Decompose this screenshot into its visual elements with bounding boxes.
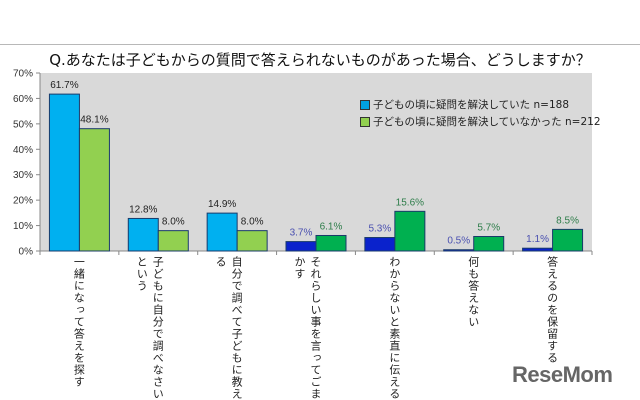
legend-label: 子どもの頃に疑問を解決していなかった n=212 [373,116,601,128]
bar-resolved [443,249,475,252]
bar-resolved [48,93,80,252]
category-label: 何も答えない [466,256,480,328]
data-label: 8.0% [162,217,185,228]
bar-unresolved [473,236,505,252]
data-label: 5.3% [368,224,391,235]
category-label: 一緒になって答えを探す [72,256,86,388]
data-label: 1.1% [526,234,549,245]
y-tick-label: 50% [13,119,33,130]
legend-swatch [360,99,370,110]
resemom-logo: ReseMom [512,362,613,387]
bar-unresolved [78,128,110,252]
data-label: 14.9% [208,199,236,210]
legend-item-unresolved: 子どもの頃に疑問を解決していなかった n=212 [360,113,601,130]
bar-unresolved [157,230,189,252]
y-tick-label: 40% [13,145,33,156]
bar-unresolved [315,234,347,252]
data-label: 12.8% [129,204,157,215]
category-label: それらしい事を言ってごまかす [293,256,322,400]
y-tick-label: 20% [13,196,33,207]
chart-title: Q.あなたは子どもからの質問で答えられないものがあった場合、どうしますか？ [49,51,591,69]
y-tick-label: 30% [13,170,33,181]
top-divider [0,44,640,45]
data-label: 3.7% [290,228,313,239]
y-tick-label: 0% [19,247,34,258]
data-label: 0.5% [447,236,470,247]
data-label: 5.7% [477,223,500,234]
data-label: 15.6% [396,197,424,208]
category-label: 子どもに自分で調べなさいという [135,256,165,400]
category-label: 自分で調べて子どもに教える [214,256,244,400]
bar-resolved [364,237,396,252]
legend: 子どもの頃に疑問を解決していた n=188 子どもの頃に疑問を解決していなかった… [360,96,601,130]
bar-unresolved [236,230,268,252]
bar-resolved [522,247,554,252]
bar-resolved [206,212,238,252]
y-tick-label: 60% [13,94,33,105]
legend-label: 子どもの頃に疑問を解決していた n=188 [373,99,570,111]
bar-resolved [285,241,317,252]
y-tick-label: 10% [13,221,33,232]
bar-unresolved [552,228,584,252]
legend-item-resolved: 子どもの頃に疑問を解決していた n=188 [360,96,601,113]
category-label: わからないと素直に伝える [387,256,401,400]
data-label: 61.7% [50,80,78,91]
data-label: 48.1% [80,115,108,126]
bar-resolved [127,217,159,252]
data-label: 8.5% [556,215,579,226]
bar-unresolved [394,210,426,252]
data-label: 6.1% [320,221,343,232]
category-label: 答えるのを保留する [545,256,559,364]
legend-swatch [360,116,370,127]
data-label: 8.0% [241,217,264,228]
y-tick-label: 70% [13,69,33,80]
